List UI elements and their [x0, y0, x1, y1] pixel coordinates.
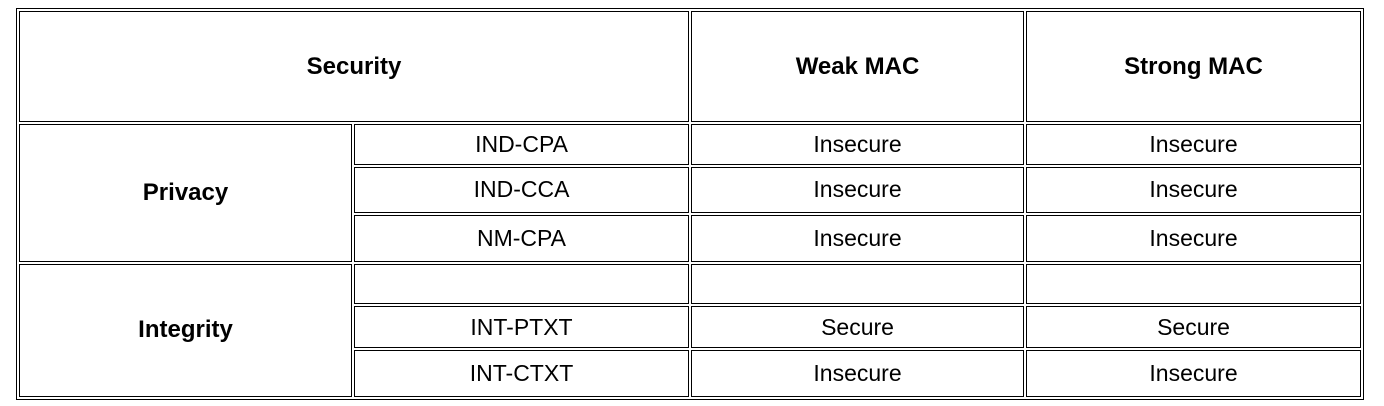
weak-mac-cell	[691, 263, 1024, 304]
strong-mac-cell: Insecure	[1026, 124, 1361, 165]
strong-mac-cell	[1026, 263, 1361, 304]
weak-mac-cell: Insecure	[691, 124, 1024, 165]
group-label-privacy: Privacy	[19, 124, 352, 262]
notion-cell	[354, 263, 689, 304]
header-weak-mac: Weak MAC	[691, 11, 1024, 123]
weak-mac-cell: Insecure	[691, 350, 1024, 397]
table-row: Integrity	[19, 263, 1361, 397]
strong-mac-cell: Insecure	[1026, 350, 1361, 397]
table-row: IND-CCA Insecure Insecure	[19, 166, 1361, 214]
weak-mac-cell: Secure	[691, 306, 1024, 349]
header-security: Security	[19, 11, 689, 123]
strong-mac-cell: Insecure	[1026, 215, 1361, 262]
security-comparison-table: Security Weak MAC Strong MAC Privacy IND…	[16, 8, 1364, 400]
header-strong-mac: Strong MAC	[1026, 11, 1361, 123]
table-row: INT-PTXT Secure Secure	[19, 306, 1361, 349]
notion-cell: NM-CPA	[354, 215, 689, 262]
strong-mac-cell: Secure	[1026, 306, 1361, 349]
notion-cell: IND-CCA	[354, 166, 689, 214]
table-row: Privacy IND-CPA Insecure Insecure	[19, 124, 1361, 262]
group-label-integrity: Integrity	[19, 263, 352, 397]
weak-mac-cell: Insecure	[691, 166, 1024, 214]
table-row: INT-CTXT Insecure Insecure	[19, 350, 1361, 397]
header-row: Security Weak MAC Strong MAC	[19, 11, 1361, 123]
notion-cell: INT-PTXT	[354, 306, 689, 349]
table-row: NM-CPA Insecure Insecure	[19, 215, 1361, 262]
strong-mac-cell: Insecure	[1026, 166, 1361, 214]
notion-cell: IND-CPA	[354, 124, 689, 165]
notion-cell: INT-CTXT	[354, 350, 689, 397]
weak-mac-cell: Insecure	[691, 215, 1024, 262]
